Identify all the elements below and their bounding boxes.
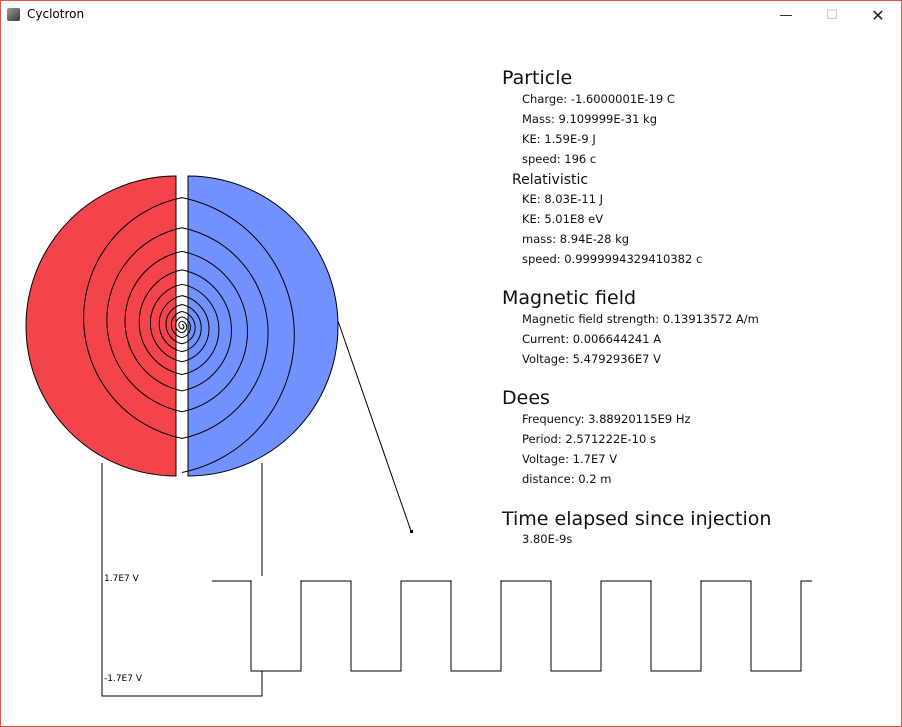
close-button[interactable]: ✕ (855, 1, 901, 29)
minimize-button[interactable]: — (763, 1, 809, 29)
voltage-top-label: 1.7E7 V (104, 574, 140, 584)
voltage-bottom-label: -1.7E7 V (104, 674, 143, 684)
relativistic-ke-ev: KE: 5.01E8 eV (522, 212, 604, 226)
dees-distance: distance: 0.2 m (522, 472, 612, 486)
dees-heading: Dees (502, 387, 550, 409)
particle-heading: Particle (502, 67, 573, 89)
particle-ke: KE: 1.59E-9 J (522, 132, 596, 146)
particle-section: Particle Charge: -1.6000001E-19 C Mass: … (502, 67, 702, 269)
relativistic-mass: mass: 8.94E-28 kg (522, 232, 630, 246)
dees-period: Period: 2.571222E-10 s (522, 432, 656, 446)
particle-speed: speed: 196 c (522, 152, 597, 166)
dee-right (187, 175, 339, 477)
magnetic-field-strength: Magnetic field strength: 0.13913572 A/m (522, 312, 759, 326)
window-title: Cyclotron (27, 7, 85, 21)
particle-charge: Charge: -1.6000001E-19 C (522, 92, 675, 106)
magnetic-field-current: Current: 0.006644241 A (522, 332, 662, 346)
minimize-icon: — (779, 7, 793, 23)
particle-spiral-path (83, 197, 295, 473)
voltage-square-wave (212, 580, 812, 672)
wire-left (101, 463, 263, 697)
magnetic-field-heading: Magnetic field (502, 287, 637, 309)
magnetic-field-section: Magnetic field Magnetic field strength: … (502, 287, 759, 369)
dee-left (25, 175, 177, 477)
relativistic-ke-j: KE: 8.03E-11 J (522, 192, 604, 206)
maximize-button[interactable]: ☐ (809, 1, 855, 29)
particle-marker (410, 530, 413, 533)
magnetic-field-voltage: Voltage: 5.4792936E7 V (522, 352, 661, 366)
maximize-icon: ☐ (826, 7, 838, 23)
dees-frequency: Frequency: 3.88920115E9 Hz (522, 412, 691, 426)
time-heading: Time elapsed since injection (502, 508, 772, 530)
dees-voltage: Voltage: 1.7E7 V (522, 452, 618, 466)
dees-section: Dees Frequency: 3.88920115E9 Hz Period: … (502, 387, 691, 489)
particle-exit-trajectory (337, 320, 412, 532)
relativistic-speed: speed: 0.9999994329410382 c (522, 252, 703, 266)
particle-mass: Mass: 9.109999E-31 kg (522, 112, 658, 126)
title-bar[interactable]: Cyclotron — ☐ ✕ (1, 1, 901, 29)
time-value: 3.80E-9s (522, 532, 573, 546)
close-icon: ✕ (871, 5, 885, 25)
time-section: Time elapsed since injection 3.80E-9s (502, 508, 771, 548)
app-icon (7, 8, 20, 21)
relativistic-heading: Relativistic (512, 172, 589, 188)
